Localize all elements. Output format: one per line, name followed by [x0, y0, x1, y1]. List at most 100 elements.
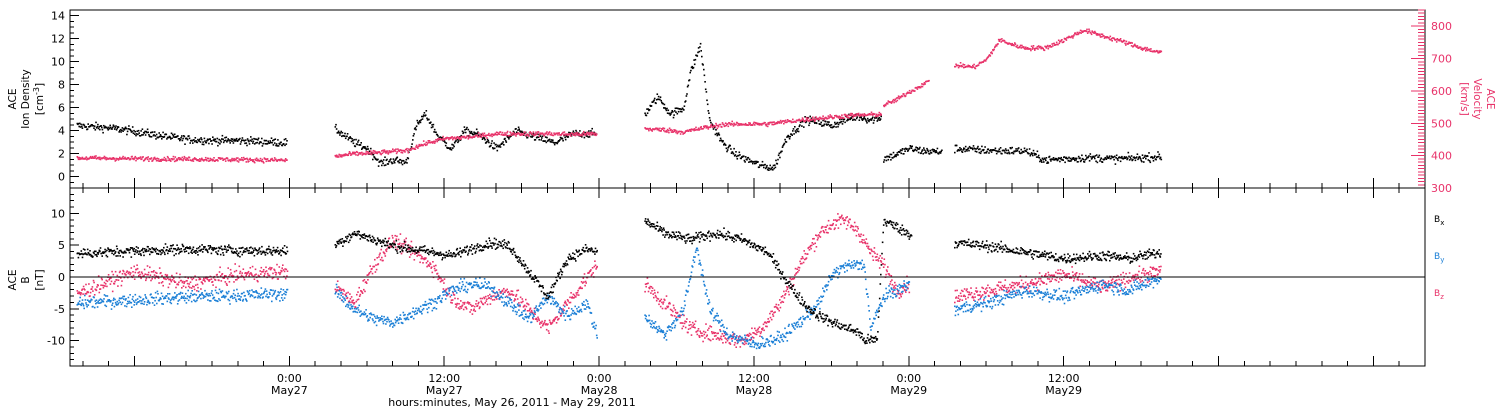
bz-point — [93, 294, 96, 296]
density-point — [679, 108, 681, 110]
density-point — [170, 138, 172, 140]
bz-point — [1027, 287, 1030, 289]
bz-point — [745, 334, 748, 337]
density-point — [468, 130, 471, 133]
velocity-point — [806, 119, 809, 122]
bz-point — [831, 224, 834, 226]
velocity-point — [863, 113, 866, 115]
velocity-point — [242, 159, 244, 162]
bz-point — [803, 250, 805, 252]
bz-point — [483, 296, 485, 299]
velocity-point — [593, 134, 596, 136]
density-point — [751, 161, 753, 163]
density-point — [188, 137, 191, 140]
density-point — [382, 159, 385, 161]
velocity-point — [761, 124, 763, 126]
density-point — [487, 140, 490, 142]
velocity-point — [784, 119, 787, 122]
bz-point — [84, 289, 86, 291]
density-tick-label: 0 — [58, 171, 65, 184]
velocity-point — [667, 129, 670, 132]
velocity-point — [1086, 32, 1089, 34]
velocity-point — [887, 100, 890, 102]
velocity-point — [920, 85, 922, 88]
velocity-point — [253, 160, 255, 163]
density-point — [1070, 158, 1073, 161]
density-point — [212, 136, 214, 138]
bz-point — [1128, 279, 1130, 282]
bz-point — [450, 299, 453, 301]
density-point — [701, 55, 703, 58]
velocity-point — [1117, 39, 1120, 41]
bz-point — [480, 300, 482, 303]
bz-point — [385, 249, 387, 251]
velocity-point — [451, 136, 453, 138]
bz-point — [342, 293, 344, 295]
velocity-point — [193, 157, 196, 159]
bz-point — [699, 330, 701, 333]
bz-point — [284, 268, 286, 270]
bz-point — [363, 288, 365, 291]
density-point — [161, 138, 163, 140]
bz-point — [108, 278, 110, 281]
velocity-point — [569, 133, 571, 136]
density-point — [83, 124, 86, 127]
density-point — [783, 142, 786, 145]
bz-point — [892, 290, 894, 293]
density-point — [171, 137, 173, 139]
bz-point — [435, 264, 437, 267]
density-point — [366, 145, 369, 148]
density-point — [1085, 154, 1087, 157]
velocity-point — [355, 154, 357, 156]
density-point — [129, 128, 131, 131]
velocity-point — [999, 38, 1002, 41]
velocity-point — [1051, 43, 1053, 45]
bz-point — [565, 302, 567, 304]
density-point — [444, 144, 447, 147]
density-point — [86, 128, 89, 130]
velocity-point — [479, 133, 482, 136]
velocity-point — [334, 154, 337, 157]
bz-point — [1134, 273, 1137, 276]
bz-point — [768, 320, 771, 323]
density-point — [132, 132, 135, 134]
velocity-point — [1115, 38, 1117, 41]
bz-point — [987, 284, 989, 287]
bz-point — [92, 290, 94, 292]
velocity-point — [1123, 40, 1126, 42]
density-point — [787, 134, 790, 137]
velocity-point — [779, 119, 782, 122]
bz-point — [478, 307, 481, 310]
bz-point — [501, 290, 503, 293]
bz-point — [511, 293, 513, 295]
density-point — [248, 143, 251, 145]
bz-point — [1012, 284, 1015, 287]
density-point — [417, 121, 419, 124]
density-point — [886, 155, 889, 158]
bz-point — [408, 248, 410, 251]
density-point — [569, 132, 571, 134]
velocity-point — [373, 150, 376, 152]
density-point — [1143, 161, 1145, 163]
bz-point — [1109, 286, 1111, 289]
density-point — [1112, 156, 1115, 159]
bz-point — [719, 329, 721, 331]
density-unit-end: ] — [34, 83, 46, 87]
density-point — [131, 130, 133, 133]
density-point — [276, 145, 279, 147]
bz-point — [573, 297, 575, 299]
bz-point — [583, 281, 585, 283]
bz-point — [152, 271, 155, 273]
bz-point — [517, 289, 520, 292]
bz-point — [116, 274, 119, 277]
bz-point — [901, 292, 904, 295]
by-point — [95, 299, 98, 301]
velocity-point — [727, 125, 730, 128]
bz-point — [442, 288, 445, 290]
bz-point — [1153, 275, 1155, 277]
density-point — [908, 147, 911, 150]
density-point — [860, 116, 862, 119]
bz-point — [243, 276, 245, 279]
bz-point — [774, 305, 777, 308]
velocity-point — [872, 114, 874, 116]
